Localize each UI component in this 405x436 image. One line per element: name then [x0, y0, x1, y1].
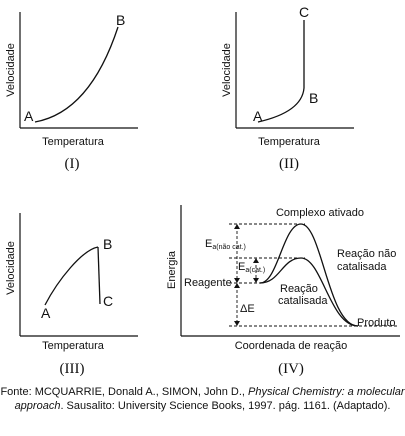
point-label-c: C — [103, 293, 113, 309]
source-caption: Fonte: MCQUARRIE, Donald A., SIMON, John… — [0, 386, 405, 413]
panel-number: (IV) — [278, 361, 304, 377]
panel-4: Complexo ativado Reação não catalisada R… — [166, 205, 400, 377]
point-label-a: A — [253, 108, 263, 124]
ea-catalyzed-arrow — [253, 258, 259, 283]
panel-number: (III) — [60, 361, 85, 377]
point-label-b: B — [103, 236, 112, 252]
point-label-a: A — [41, 305, 51, 321]
activated-complex-label: Complexo ativado — [276, 207, 364, 219]
caption-book-title: Physical Chemistry: a molecular approach — [14, 386, 405, 412]
x-axis-label: Temperatura — [42, 136, 105, 148]
catalyzed-curve — [259, 257, 359, 327]
caption-prefix: Fonte: MCQUARRIE, Donald A., SIMON, John… — [0, 386, 249, 398]
caption-suffix: . Sausalito: University Science Books, 1… — [60, 399, 391, 412]
point-label-c: C — [299, 4, 309, 20]
delta-e-arrow — [234, 283, 240, 326]
panel-number: (II) — [279, 156, 299, 172]
rate-curve — [257, 87, 305, 123]
panel-number: (I) — [65, 156, 80, 172]
x-axis-label: Temperatura — [258, 136, 321, 148]
drop-line — [97, 246, 101, 305]
uncatalyzed-curve — [259, 223, 359, 327]
y-axis-label: Velocidade — [221, 43, 233, 97]
product-label: Produto — [357, 317, 396, 329]
ea-uncatalyzed-label: Ea(não cat.) — [205, 238, 246, 251]
point-label-b: B — [309, 90, 318, 106]
y-axis-label: Energia — [166, 250, 178, 289]
y-axis-label: Velocidade — [5, 241, 17, 295]
panel-3: A B C Temperatura Velocidade (III) — [5, 213, 138, 377]
uncatalyzed-label-line1: Reação não — [337, 248, 396, 260]
ea-catalyzed-label: Ea(cat.) — [238, 261, 265, 274]
point-label-b: B — [116, 12, 125, 28]
point-label-a: A — [24, 108, 34, 124]
ea-uncatalyzed-arrow — [234, 224, 240, 283]
reagent-label: Reagente — [184, 277, 232, 289]
panel-2: A B C Temperatura Velocidade (II) — [221, 4, 354, 172]
y-axis-label: Velocidade — [5, 43, 17, 97]
catalyzed-label-line2: catalisada — [278, 295, 328, 307]
uncatalyzed-label-line2: catalisada — [337, 261, 387, 273]
rate-curve — [44, 246, 99, 306]
catalyzed-label-line1: Reação — [280, 283, 318, 295]
rate-curve — [34, 26, 119, 123]
delta-e-label: ΔE — [240, 303, 255, 315]
panel-1: A B Temperatura Velocidade (I) — [5, 12, 138, 172]
x-axis-label: Coordenada de reação — [235, 340, 348, 352]
x-axis-label: Temperatura — [42, 340, 105, 352]
